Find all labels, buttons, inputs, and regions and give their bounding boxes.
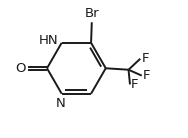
Text: F: F [131, 78, 139, 91]
Text: N: N [56, 97, 65, 110]
Text: O: O [16, 62, 26, 75]
Text: F: F [141, 52, 149, 65]
Text: F: F [143, 69, 150, 82]
Text: HN: HN [38, 34, 58, 47]
Text: Br: Br [84, 7, 99, 21]
